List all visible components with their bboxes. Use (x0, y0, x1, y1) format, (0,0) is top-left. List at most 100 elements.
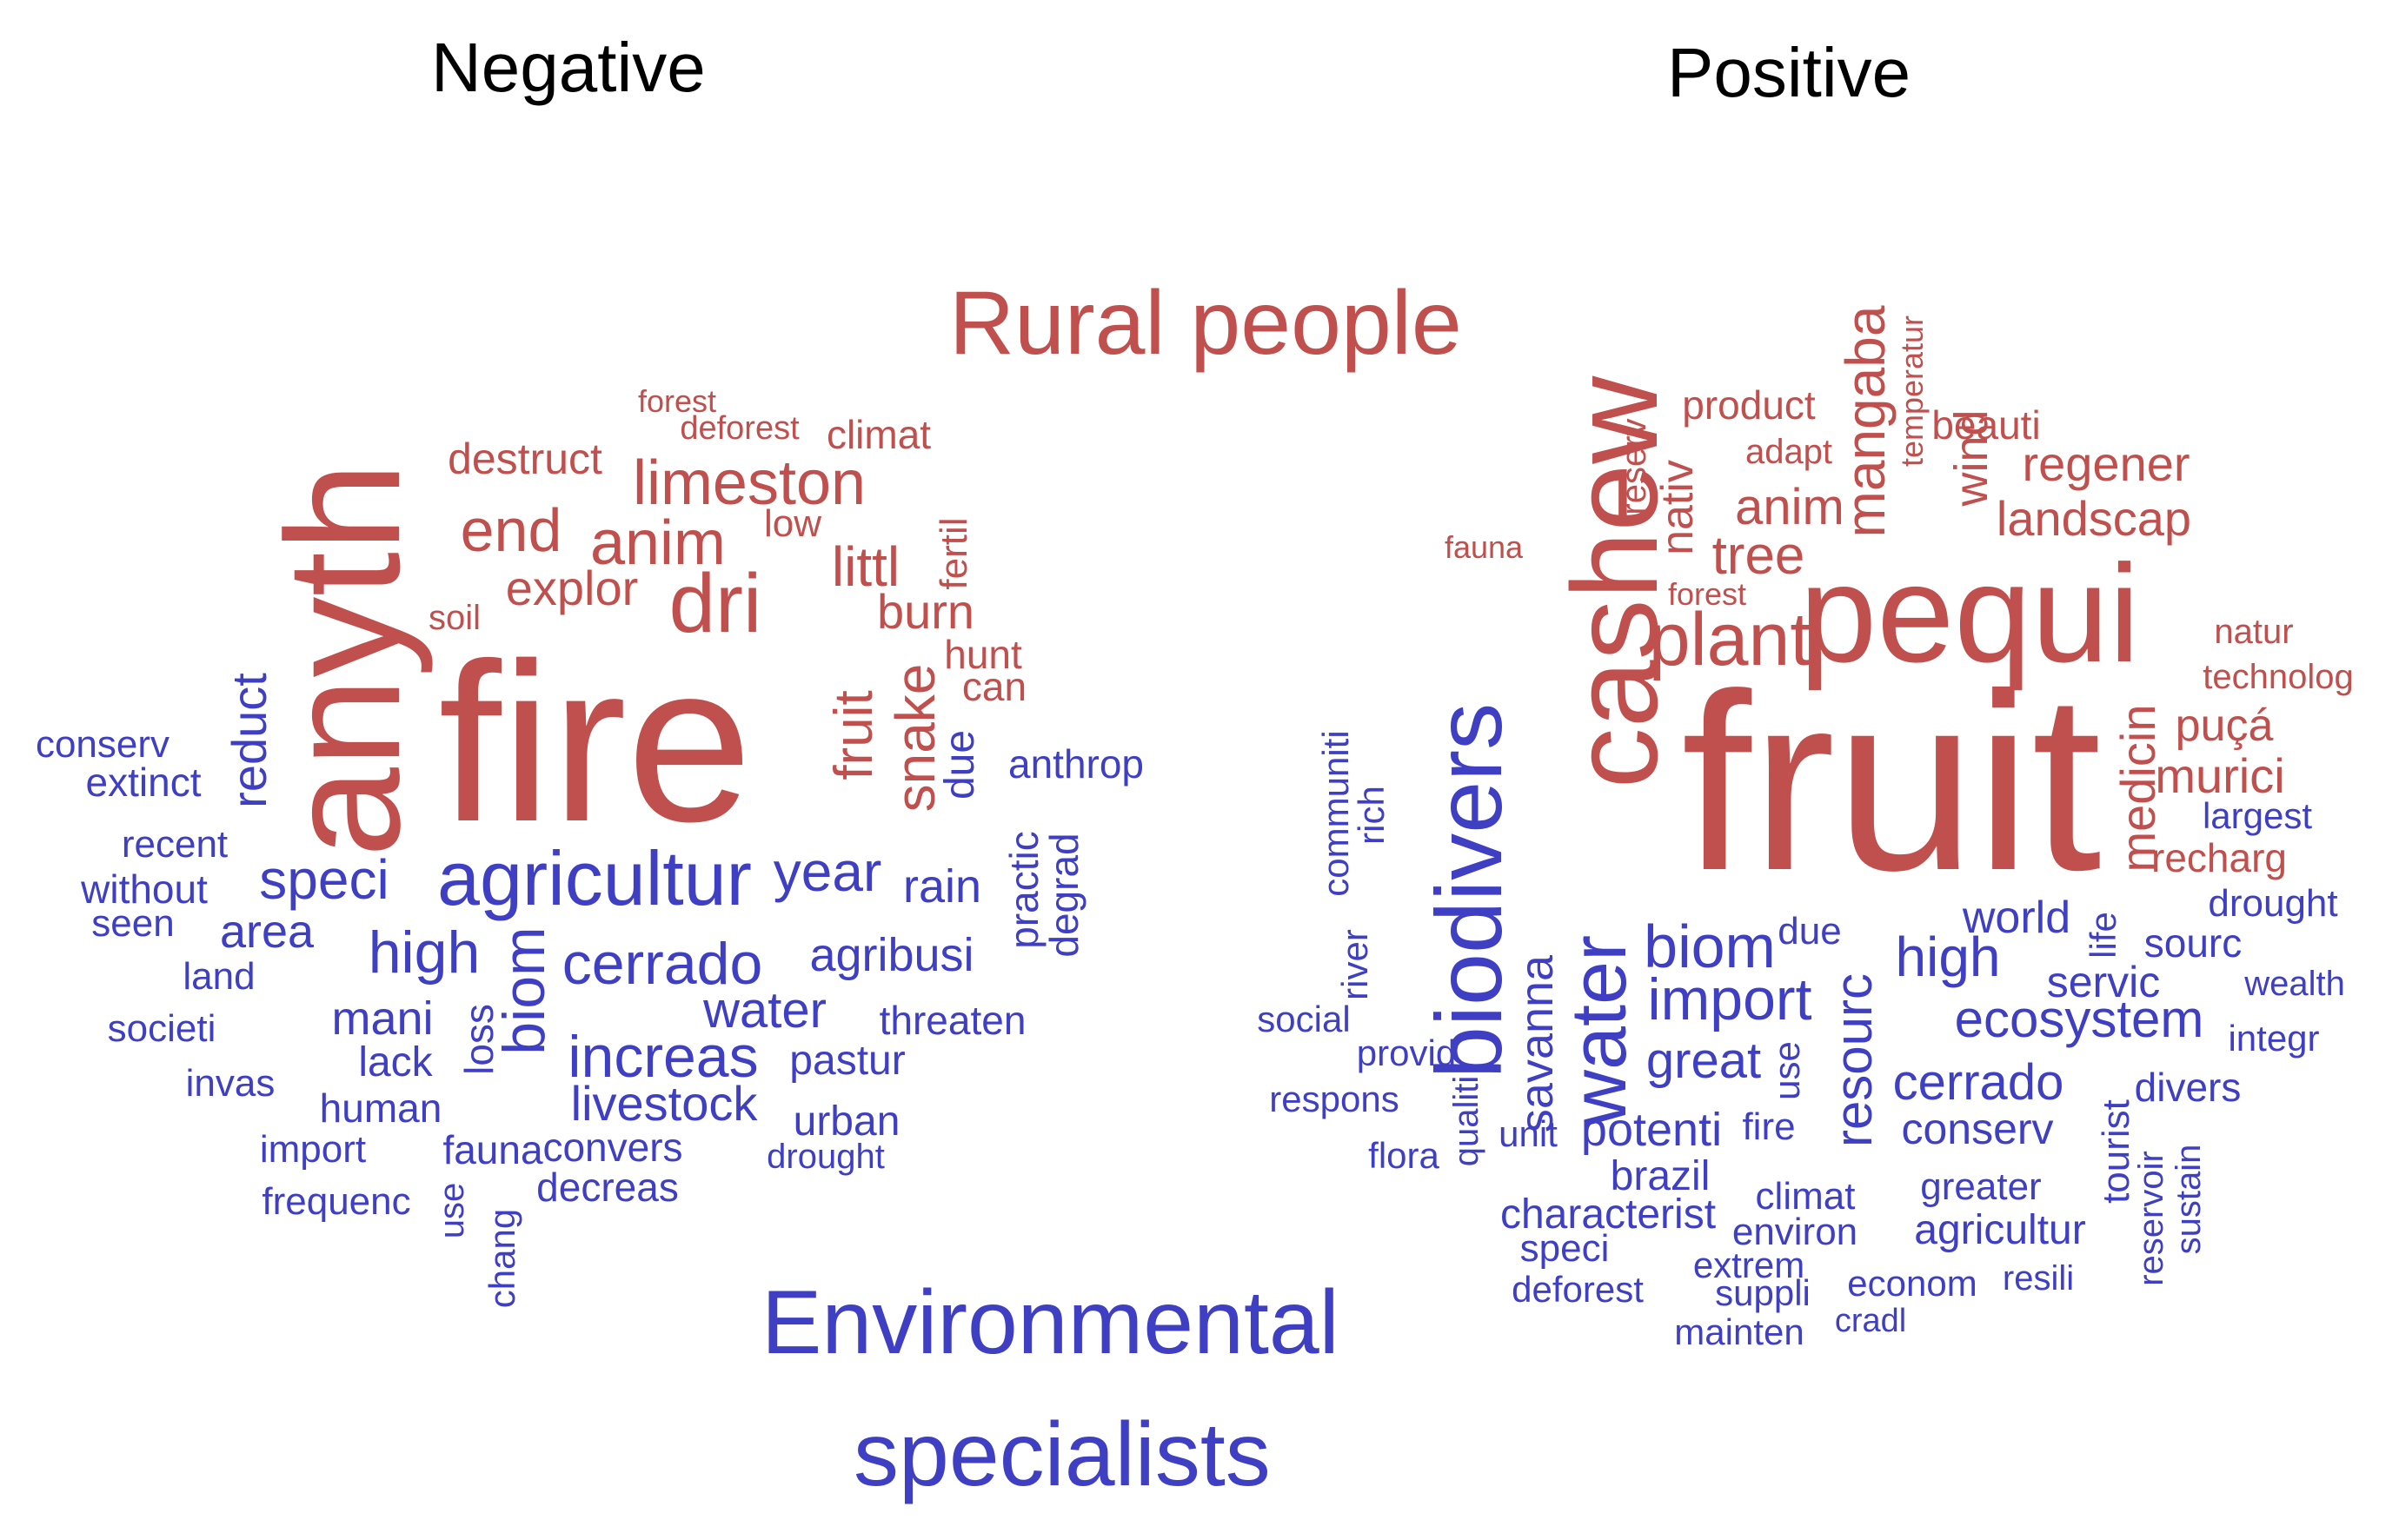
word-positive-env: extrem (1692, 1245, 1805, 1285)
word-positive-env: reservoir (2132, 1151, 2170, 1286)
word-positive-env: sustain (2170, 1144, 2208, 1255)
word-positive-env: life (2083, 912, 2123, 959)
word-positive-rural: tree (1711, 526, 1805, 586)
word-negative-env: lack (358, 1039, 433, 1085)
word-negative-env: use (433, 1182, 471, 1239)
rural-people-label: Rural people (949, 273, 1462, 374)
word-positive-env: potenti (1580, 1104, 1723, 1156)
word-negative-rural: soil (428, 599, 482, 637)
word-positive-env: agricultur (1914, 1207, 2086, 1253)
word-negative-env: increas (568, 1024, 759, 1090)
word-positive-env: deforest (1512, 1269, 1644, 1310)
word-negative-env: biom (491, 926, 557, 1055)
word-negative-env: conserv (35, 723, 170, 766)
word-positive-env: fire (1742, 1105, 1796, 1148)
word-positive-env: communiti (1315, 730, 1356, 897)
word-positive-rural: technolog (2203, 658, 2354, 696)
word-negative-env: mani (331, 992, 434, 1045)
word-positive-env: resourc (1824, 972, 1883, 1148)
word-negative-env: area (219, 906, 315, 958)
word-negative-rural: can (961, 664, 1027, 709)
word-negative-rural: anim (589, 508, 727, 578)
word-negative-env: frequenc (262, 1180, 411, 1223)
word-negative-env: high (368, 919, 481, 986)
word-positive-env: savanna (1511, 954, 1563, 1133)
word-positive-env: conserv (1901, 1105, 2054, 1153)
word-negative-rural: fertil (933, 517, 975, 590)
word-negative-env: recent (121, 823, 229, 866)
word-positive-env: high (1895, 926, 2001, 988)
word-positive-env: resili (2002, 1259, 2075, 1298)
word-negative-env: human (319, 1085, 442, 1131)
word-positive-env: due (1778, 910, 1842, 953)
word-negative-env: land (183, 955, 256, 998)
word-negative-env: decreas (536, 1165, 679, 1210)
word-negative-env: anthrop (1007, 741, 1145, 787)
word-positive-rural: recharg (2151, 835, 2287, 880)
word-positive-env: water (1556, 934, 1643, 1127)
word-positive-rural: landscap (1996, 491, 2192, 546)
word-positive-env: tourist (2095, 1099, 2137, 1204)
word-negative-env: import (259, 1128, 367, 1171)
word-positive-env: rich (1351, 786, 1392, 845)
word-negative-env: degrad (1041, 833, 1087, 958)
word-negative-rural: low (763, 502, 822, 545)
word-positive-env: wealth (2244, 965, 2345, 1003)
word-negative-env: reduct (222, 673, 276, 808)
word-positive-env: social (1257, 999, 1351, 1039)
word-negative-rural: climat (826, 412, 932, 457)
word-positive-env: brazil (1610, 1153, 1711, 1199)
word-positive-rural: cashew (1546, 375, 1683, 789)
word-negative-rural: dri (668, 557, 762, 650)
word-negative-env: speci (259, 848, 389, 911)
word-positive-env: divers (2134, 1065, 2242, 1110)
word-negative-env: threaten (879, 998, 1027, 1043)
word-negative-rural: forest (637, 383, 717, 419)
word-positive-env: cerrado (1892, 1054, 2064, 1111)
positive-heading: Positive (1667, 34, 1911, 111)
word-positive-env: suppli (1715, 1272, 1811, 1313)
word-negative-rural: hunt (944, 632, 1022, 677)
word-negative-env: extinct (85, 760, 202, 805)
word-negative-env: societi (107, 1007, 216, 1050)
word-negative-env: practic (1001, 831, 1047, 949)
word-positive-env: unit (1499, 1113, 1558, 1154)
word-negative-rural: explor (505, 561, 639, 615)
word-positive-rural: fauna (1444, 529, 1524, 565)
negative-heading: Negative (431, 29, 706, 106)
word-positive-rural: fruit (1681, 641, 2102, 923)
word-negative-rural: end (460, 496, 562, 564)
word-negative-rural: limeston (632, 448, 867, 518)
word-positive-env: flora (1368, 1135, 1439, 1176)
word-negative-env: livestock (570, 1076, 758, 1131)
word-negative-rural: fire (438, 617, 753, 869)
word-positive-rural: regener (2022, 436, 2190, 491)
word-negative-env: pastur (789, 1038, 906, 1084)
word-positive-rural: adapt (1744, 433, 1833, 471)
word-negative-rural: fruit (824, 690, 884, 780)
word-positive-env: river (1334, 929, 1375, 1000)
word-positive-env: qualiti (1447, 1075, 1485, 1167)
word-positive-rural: murici (2155, 748, 2285, 803)
word-negative-env: agricultur (437, 835, 752, 921)
word-positive-rural: puçá (2175, 700, 2274, 751)
word-negative-env: fauna (442, 1127, 543, 1172)
word-negative-rural: littl (831, 535, 900, 598)
word-negative-env: drought (767, 1138, 885, 1176)
word-negative-env: convers (542, 1125, 683, 1170)
word-negative-env: due (937, 729, 983, 800)
word-positive-env: econom (1847, 1263, 1977, 1304)
word-positive-env: speci (1519, 1227, 1610, 1270)
word-positive-env: drought (2208, 882, 2338, 925)
word-positive-env: import (1647, 966, 1812, 1032)
word-positive-rural: natur (2214, 613, 2294, 651)
word-positive-env: respons (1269, 1079, 1399, 1119)
word-positive-env: greater (1920, 1165, 2042, 1208)
environmental-specialists-label-line2: specialists (854, 1404, 1271, 1505)
word-positive-rural: mangaba (1834, 305, 1897, 538)
word-positive-env: provid (1356, 1032, 1457, 1073)
word-positive-env: great (1645, 1032, 1762, 1089)
word-positive-env: biom (1644, 913, 1776, 980)
word-negative-env: seen (91, 902, 175, 945)
word-negative-env: without (81, 866, 208, 912)
